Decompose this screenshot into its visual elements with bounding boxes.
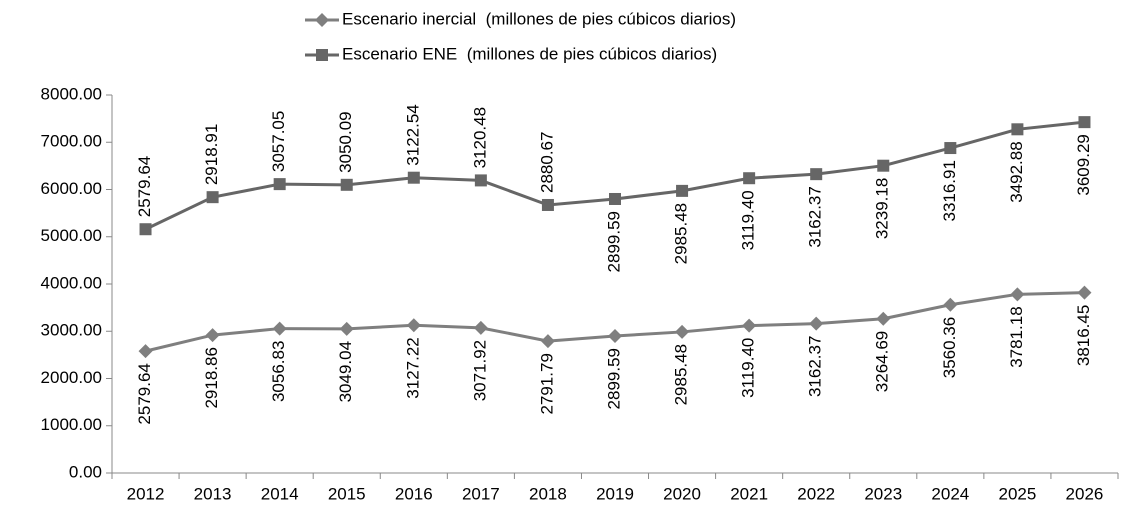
- x-tick-label: 2016: [395, 484, 433, 503]
- marker: [273, 178, 286, 191]
- y-tick-label: 8000.00: [41, 84, 102, 103]
- marker: [675, 324, 690, 339]
- marker: [809, 316, 824, 331]
- data-label: 3057.05: [269, 111, 288, 172]
- marker: [676, 184, 689, 197]
- marker: [340, 178, 353, 191]
- data-label: 2880.67: [537, 132, 556, 193]
- marker: [139, 223, 152, 236]
- marker: [743, 172, 756, 185]
- marker: [877, 159, 890, 172]
- marker: [541, 198, 554, 211]
- marker: [407, 171, 420, 184]
- marker: [742, 318, 757, 333]
- y-tick-label: 7000.00: [41, 132, 102, 151]
- marker: [810, 168, 823, 181]
- marker: [473, 320, 488, 335]
- data-label: 3609.29: [1074, 134, 1093, 195]
- marker: [1011, 123, 1024, 136]
- data-label: 3120.48: [470, 107, 489, 168]
- x-tick-label: 2013: [194, 484, 232, 503]
- marker: [876, 311, 891, 326]
- data-label: 3050.09: [336, 111, 355, 172]
- y-tick-label: 2000.00: [41, 368, 102, 387]
- marker: [474, 174, 487, 187]
- data-label: 3056.83: [269, 341, 288, 402]
- x-tick-label: 2015: [328, 484, 366, 503]
- marker: [138, 344, 153, 359]
- y-tick-label: 1000.00: [41, 415, 102, 434]
- x-tick-label: 2023: [864, 484, 902, 503]
- x-tick-label: 2020: [663, 484, 701, 503]
- data-label: 3162.37: [806, 186, 825, 247]
- y-tick-label: 4000.00: [41, 273, 102, 292]
- x-tick-label: 2025: [998, 484, 1036, 503]
- y-tick-label: 6000.00: [41, 179, 102, 198]
- marker: [608, 328, 622, 343]
- data-label: 2918.86: [202, 347, 221, 408]
- data-label: 2985.48: [672, 203, 691, 264]
- data-label: 3264.69: [873, 331, 892, 392]
- data-label: 2985.48: [672, 344, 691, 405]
- x-tick-label: 2014: [261, 484, 299, 503]
- data-label: 2918.91: [202, 124, 221, 185]
- marker: [339, 321, 354, 336]
- marker: [944, 142, 957, 155]
- data-label: 2579.64: [135, 156, 154, 217]
- data-label: 3122.54: [403, 104, 422, 165]
- x-tick-label: 2024: [931, 484, 969, 503]
- data-label: 3781.18: [1007, 306, 1026, 367]
- data-label: 3816.45: [1074, 305, 1093, 366]
- data-label: 3560.36: [940, 317, 959, 378]
- data-label: 3119.40: [739, 338, 758, 398]
- marker: [316, 49, 328, 61]
- data-label: 3119.40: [739, 190, 758, 250]
- x-tick-label: 2021: [730, 484, 768, 503]
- data-label: 2579.64: [135, 363, 154, 424]
- data-label: 3071.92: [470, 340, 489, 401]
- marker: [406, 318, 421, 333]
- data-label: 3162.37: [806, 336, 825, 397]
- y-tick-label: 0.00: [69, 462, 102, 481]
- x-tick-label: 2018: [529, 484, 567, 503]
- data-label: 3316.91: [940, 160, 959, 221]
- data-label: 2791.79: [537, 353, 556, 414]
- marker: [540, 334, 555, 349]
- marker: [943, 297, 958, 312]
- marker: [272, 321, 287, 336]
- data-label: 2899.59: [604, 348, 623, 409]
- y-tick-label: 3000.00: [41, 321, 102, 340]
- marker: [315, 13, 329, 27]
- marker: [1010, 287, 1025, 302]
- x-tick-label: 2026: [1066, 484, 1104, 503]
- data-label: 3127.22: [403, 337, 422, 398]
- marker: [609, 192, 621, 205]
- legend-label: Escenario inercial (millones de pies cúb…: [342, 9, 736, 28]
- data-label: 3239.18: [873, 178, 892, 239]
- data-label: 2899.59: [604, 211, 623, 272]
- x-tick-label: 2017: [462, 484, 500, 503]
- y-tick-label: 5000.00: [41, 226, 102, 245]
- marker: [206, 191, 219, 204]
- data-label: 3049.04: [336, 341, 355, 402]
- marker: [1078, 116, 1091, 129]
- x-tick-label: 2019: [596, 484, 634, 503]
- marker: [205, 328, 220, 343]
- marker: [1077, 285, 1092, 300]
- legend-label: Escenario ENE (millones de pies cúbicos …: [342, 44, 717, 63]
- data-label: 3492.88: [1007, 141, 1026, 202]
- x-tick-label: 2022: [797, 484, 835, 503]
- x-tick-label: 2012: [127, 484, 165, 503]
